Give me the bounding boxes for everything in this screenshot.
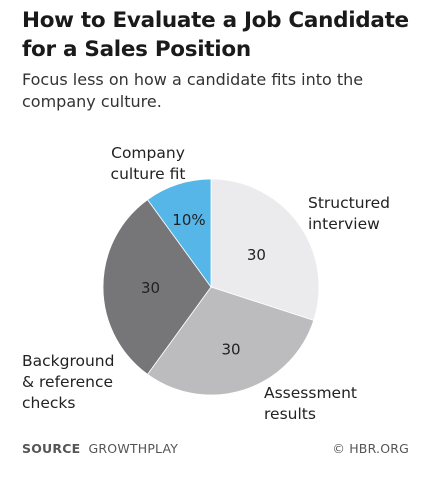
subtitle-line-2: company culture. — [22, 92, 162, 111]
slice-category-label: Assessment results — [264, 384, 357, 423]
slice-category-label-line: interview — [308, 215, 380, 233]
slice-value-label: 30 — [247, 246, 266, 264]
pie-value-labels: 30 30 30 10% — [141, 211, 266, 358]
slice-category-label-line: Structured — [308, 194, 390, 212]
pie-category-labels: Structured interview Assessment results Back… — [22, 144, 390, 423]
title-line-1: How to Evaluate a Job Candidate — [22, 8, 409, 33]
slice-value-label: 30 — [221, 341, 240, 359]
chart-subtitle: Focus less on how a candidate fits into … — [22, 69, 422, 113]
slice-category-label-line: Company — [111, 144, 185, 162]
chart-footer: SOURCE GROWTHPLAY © HBR.ORG — [22, 441, 409, 456]
slice-category-label-line: & reference — [22, 373, 113, 391]
title-line-2: for a Sales Position — [22, 37, 251, 62]
source-label: SOURCE — [22, 441, 81, 456]
subtitle-line-1: Focus less on how a candidate fits into … — [22, 70, 364, 89]
pie-slices — [102, 178, 320, 396]
chart-title: How to Evaluate a Job Candidate for a Sa… — [22, 6, 422, 64]
slice-category-label: Structured interview — [308, 194, 390, 233]
slice-category-label: Company culture fit — [111, 144, 186, 183]
copyright-credit: © HBR.ORG — [332, 441, 409, 456]
slice-category-label-line: Background — [22, 352, 114, 370]
slice-category-label-line: Assessment — [264, 384, 357, 402]
pie-slice — [210, 178, 320, 321]
slice-category-label: Background & reference checks — [22, 352, 114, 412]
slice-category-label-line: results — [264, 405, 316, 423]
pie-slice — [146, 286, 315, 396]
slice-value-label: 30 — [141, 279, 160, 297]
slice-category-label-line: culture fit — [111, 165, 186, 183]
pie-slice — [146, 178, 212, 289]
slice-category-label-line: checks — [22, 394, 75, 412]
pie-slice — [102, 199, 212, 375]
slice-value-label: 10% — [172, 211, 205, 229]
source-name: GROWTHPLAY — [88, 441, 179, 456]
